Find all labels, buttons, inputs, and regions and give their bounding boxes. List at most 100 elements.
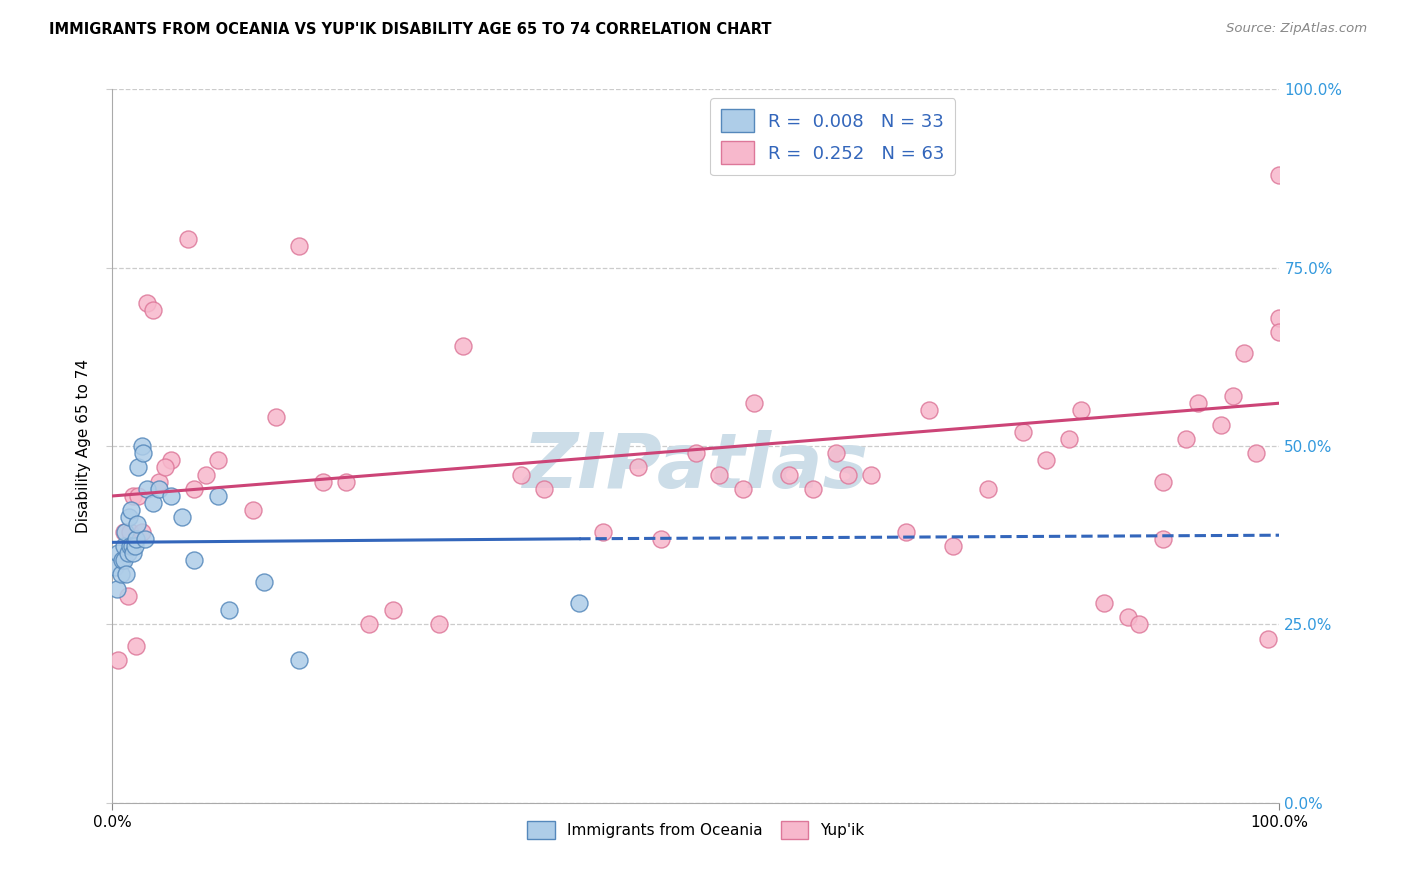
Point xyxy=(127,460,149,475)
Point xyxy=(451,339,474,353)
Point xyxy=(105,582,128,596)
Point xyxy=(1268,310,1291,325)
Point xyxy=(976,482,998,496)
Point xyxy=(918,403,941,417)
Point xyxy=(568,596,591,610)
Point xyxy=(288,239,311,253)
Point xyxy=(381,603,404,617)
Legend: Immigrants from Oceania, Yup'ik: Immigrants from Oceania, Yup'ik xyxy=(522,815,870,845)
Point xyxy=(253,574,276,589)
Point xyxy=(112,524,135,539)
Point xyxy=(359,617,381,632)
Point xyxy=(148,482,170,496)
Point xyxy=(142,496,165,510)
Point xyxy=(104,560,127,574)
Point xyxy=(118,510,141,524)
Point xyxy=(136,482,159,496)
Point xyxy=(1128,617,1150,632)
Point xyxy=(134,532,156,546)
Text: Source: ZipAtlas.com: Source: ZipAtlas.com xyxy=(1226,22,1367,36)
Point xyxy=(837,467,859,482)
Point xyxy=(125,639,148,653)
Point xyxy=(311,475,333,489)
Point xyxy=(1059,432,1081,446)
Point xyxy=(131,439,153,453)
Point xyxy=(1070,403,1092,417)
Point xyxy=(731,482,754,496)
Point xyxy=(592,524,614,539)
Point xyxy=(264,410,287,425)
Point xyxy=(110,567,132,582)
Point xyxy=(131,524,153,539)
Point xyxy=(124,539,146,553)
Point xyxy=(1011,425,1033,439)
Point xyxy=(1094,596,1116,610)
Point xyxy=(160,453,183,467)
Point xyxy=(335,475,357,489)
Text: IMMIGRANTS FROM OCEANIA VS YUP'IK DISABILITY AGE 65 TO 74 CORRELATION CHART: IMMIGRANTS FROM OCEANIA VS YUP'IK DISABI… xyxy=(49,22,772,37)
Point xyxy=(107,653,129,667)
Point xyxy=(860,467,883,482)
Point xyxy=(1116,610,1139,624)
Point xyxy=(744,396,766,410)
Point xyxy=(122,546,145,560)
Point xyxy=(114,524,136,539)
Point xyxy=(125,532,148,546)
Point xyxy=(107,546,129,560)
Point xyxy=(120,503,142,517)
Point xyxy=(132,446,155,460)
Point xyxy=(942,539,965,553)
Point xyxy=(115,567,138,582)
Point xyxy=(117,546,139,560)
Point xyxy=(801,482,824,496)
Point xyxy=(117,589,139,603)
Point xyxy=(112,553,135,567)
Point xyxy=(1244,446,1267,460)
Point xyxy=(207,489,229,503)
Point xyxy=(127,489,149,503)
Point xyxy=(627,460,650,475)
Point xyxy=(533,482,555,496)
Point xyxy=(709,467,731,482)
Point xyxy=(509,467,531,482)
Point xyxy=(1152,475,1174,489)
Point xyxy=(1268,325,1291,339)
Point xyxy=(218,603,240,617)
Point xyxy=(148,475,170,489)
Point xyxy=(1035,453,1057,467)
Point xyxy=(1222,389,1244,403)
Point xyxy=(153,460,176,475)
Y-axis label: Disability Age 65 to 74: Disability Age 65 to 74 xyxy=(76,359,91,533)
Point xyxy=(118,539,141,553)
Point xyxy=(136,296,159,310)
Point xyxy=(650,532,672,546)
Point xyxy=(288,653,311,667)
Point xyxy=(1152,532,1174,546)
Point xyxy=(825,446,848,460)
Point xyxy=(125,517,148,532)
Point xyxy=(142,303,165,318)
Point xyxy=(183,553,205,567)
Point xyxy=(1233,346,1256,360)
Point xyxy=(778,467,800,482)
Point xyxy=(207,453,229,467)
Point xyxy=(118,524,141,539)
Point xyxy=(1211,417,1233,432)
Point xyxy=(1187,396,1209,410)
Point xyxy=(242,503,264,517)
Point xyxy=(194,467,217,482)
Text: ZIPatlas: ZIPatlas xyxy=(523,431,869,504)
Point xyxy=(1268,168,1291,182)
Point xyxy=(1175,432,1198,446)
Point xyxy=(160,489,183,503)
Point xyxy=(894,524,917,539)
Point xyxy=(112,539,135,553)
Point xyxy=(122,489,145,503)
Point xyxy=(172,510,194,524)
Point xyxy=(685,446,707,460)
Point xyxy=(111,553,134,567)
Point xyxy=(177,232,200,246)
Point xyxy=(427,617,450,632)
Point xyxy=(183,482,205,496)
Point xyxy=(1257,632,1279,646)
